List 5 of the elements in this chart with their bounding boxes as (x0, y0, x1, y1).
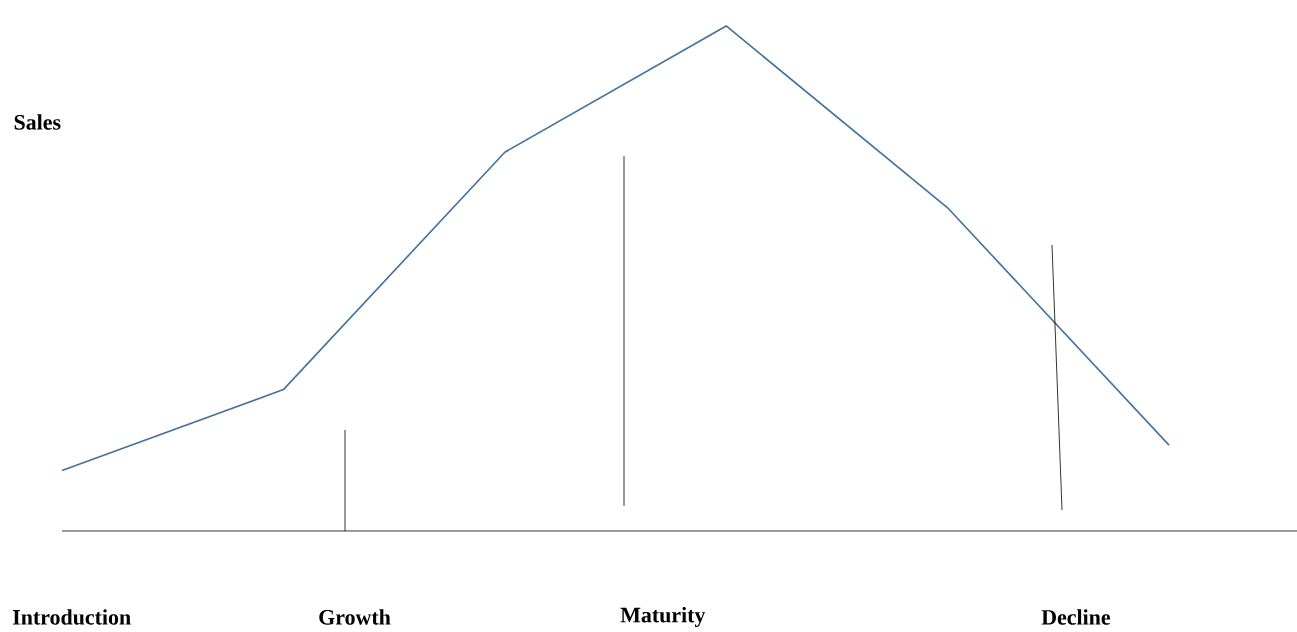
text: Maturity (620, 607, 706, 627)
text: Introduction (12, 609, 131, 625)
text: Decline (1041, 609, 1111, 625)
text: Growth (319, 609, 391, 625)
y-axis-title: Sales (14, 114, 61, 130)
